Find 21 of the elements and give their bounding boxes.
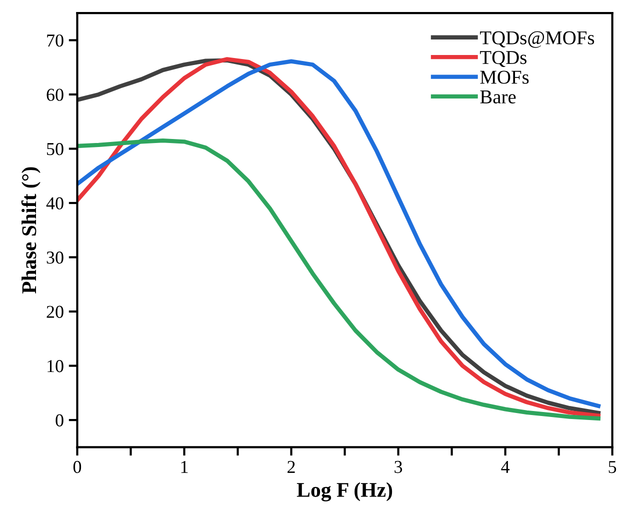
y-tick-label: 20 [46, 306, 64, 318]
y-tick-label: 50 [47, 142, 64, 156]
legend-label: TQDs@MOFs [480, 31, 594, 48]
y-axis-title: Phase Shift (°) [21, 167, 40, 294]
x-tick-label: 1 [181, 460, 188, 473]
x-tick-label: 5 [608, 461, 616, 474]
x-tick-label: 3 [394, 460, 402, 474]
y-tick-label: 40 [46, 197, 64, 210]
y-tick-label: 10 [48, 360, 64, 372]
y-tick-label: 30 [46, 252, 64, 264]
legend-label: MOFs [480, 70, 529, 84]
y-tick-label: 60 [46, 88, 64, 101]
x-axis-title: Log F (Hz) [296, 482, 392, 502]
legend-label: Bare [480, 90, 516, 104]
line-series [77, 138, 600, 420]
y-tick-label: 70 [47, 34, 64, 47]
x-tick-label: 2 [288, 460, 295, 473]
y-tick-label: 0 [56, 414, 64, 426]
x-tick-label: 4 [501, 461, 510, 473]
legend-label: TQDs [480, 51, 526, 68]
x-tick-label: 0 [73, 460, 82, 474]
